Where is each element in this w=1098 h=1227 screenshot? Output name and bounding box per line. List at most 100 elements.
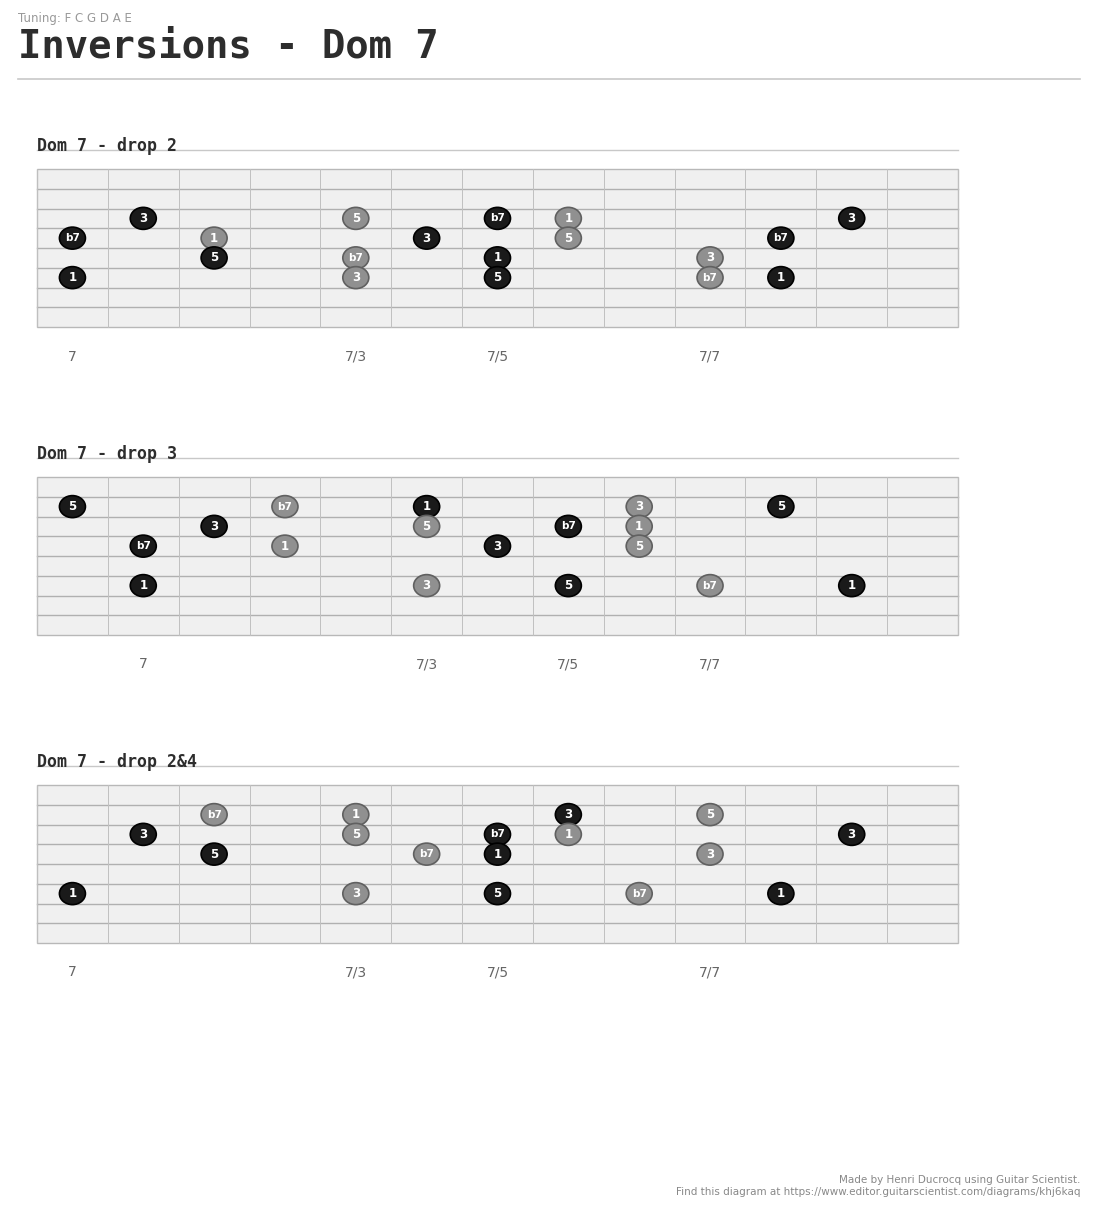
Text: 5: 5 [351, 212, 360, 225]
Text: 5: 5 [564, 232, 572, 244]
Text: 1: 1 [423, 501, 430, 513]
Text: 1: 1 [139, 579, 147, 593]
Text: 5: 5 [493, 887, 502, 901]
Text: 3: 3 [706, 252, 714, 264]
Text: b7: b7 [561, 521, 575, 531]
Text: Tuning: F C G D A E: Tuning: F C G D A E [18, 12, 132, 25]
Text: b7: b7 [490, 829, 505, 839]
Text: 3: 3 [635, 501, 643, 513]
Text: 1: 1 [564, 828, 572, 840]
Text: 7/3: 7/3 [345, 964, 367, 979]
Text: b7: b7 [490, 213, 505, 223]
Text: b7: b7 [206, 810, 222, 820]
Ellipse shape [556, 804, 581, 826]
Text: 7/5: 7/5 [486, 350, 508, 364]
Text: 7: 7 [68, 964, 77, 979]
Bar [37, 785, 957, 944]
Text: 5: 5 [564, 579, 572, 593]
Text: 7/7: 7/7 [699, 656, 721, 671]
Text: b7: b7 [703, 272, 717, 282]
Text: 5: 5 [210, 848, 219, 860]
Text: 1: 1 [493, 252, 502, 264]
Text: 1: 1 [351, 809, 360, 821]
Ellipse shape [484, 535, 511, 557]
Ellipse shape [272, 496, 298, 518]
Text: 7: 7 [138, 656, 147, 671]
Ellipse shape [414, 227, 439, 249]
Text: 5: 5 [635, 540, 643, 552]
Text: Find this diagram at https://www.editor.guitarscientist.com/diagrams/khj6kaq: Find this diagram at https://www.editor.… [675, 1187, 1080, 1198]
Ellipse shape [59, 496, 86, 518]
Ellipse shape [343, 823, 369, 845]
Ellipse shape [556, 823, 581, 845]
Text: b7: b7 [773, 233, 788, 243]
Text: 7/3: 7/3 [345, 350, 367, 364]
Text: b7: b7 [136, 541, 150, 551]
Ellipse shape [131, 207, 156, 229]
Text: 3: 3 [351, 887, 360, 901]
Ellipse shape [414, 574, 439, 596]
Ellipse shape [201, 247, 227, 269]
Text: 7/5: 7/5 [486, 964, 508, 979]
Ellipse shape [839, 574, 865, 596]
Text: 3: 3 [493, 540, 502, 552]
Text: 7/5: 7/5 [558, 656, 580, 671]
Ellipse shape [839, 823, 865, 845]
Text: b7: b7 [278, 502, 292, 512]
Ellipse shape [556, 574, 581, 596]
Text: b7: b7 [419, 849, 434, 859]
Ellipse shape [768, 496, 794, 518]
Text: 5: 5 [706, 809, 714, 821]
Ellipse shape [556, 227, 581, 249]
Text: 7/7: 7/7 [699, 964, 721, 979]
Text: 1: 1 [848, 579, 855, 593]
Ellipse shape [768, 882, 794, 904]
Ellipse shape [626, 496, 652, 518]
Text: 3: 3 [423, 232, 430, 244]
Ellipse shape [839, 207, 865, 229]
Ellipse shape [697, 247, 724, 269]
Text: 5: 5 [423, 520, 430, 533]
Text: Dom 7 - drop 2: Dom 7 - drop 2 [37, 137, 177, 155]
Ellipse shape [414, 843, 439, 865]
Text: b7: b7 [703, 580, 717, 590]
Ellipse shape [131, 535, 156, 557]
Ellipse shape [556, 207, 581, 229]
Text: 7/7: 7/7 [699, 350, 721, 364]
Text: 1: 1 [776, 887, 785, 901]
Text: 5: 5 [68, 501, 77, 513]
Ellipse shape [343, 804, 369, 826]
Ellipse shape [201, 515, 227, 537]
Bar [37, 169, 957, 328]
Ellipse shape [484, 823, 511, 845]
Text: 3: 3 [706, 848, 714, 860]
Ellipse shape [201, 227, 227, 249]
Text: b7: b7 [348, 253, 363, 263]
Ellipse shape [697, 574, 724, 596]
Text: 3: 3 [564, 809, 572, 821]
Ellipse shape [626, 535, 652, 557]
Ellipse shape [131, 823, 156, 845]
Ellipse shape [626, 515, 652, 537]
Ellipse shape [697, 804, 724, 826]
Ellipse shape [414, 496, 439, 518]
Text: 3: 3 [848, 828, 855, 840]
Text: 5: 5 [493, 271, 502, 285]
Ellipse shape [414, 515, 439, 537]
Text: 7: 7 [68, 350, 77, 364]
Ellipse shape [201, 804, 227, 826]
Text: 3: 3 [848, 212, 855, 225]
Ellipse shape [59, 882, 86, 904]
Text: 1: 1 [68, 271, 77, 285]
Text: Inversions - Dom 7: Inversions - Dom 7 [18, 27, 439, 65]
Text: 5: 5 [776, 501, 785, 513]
Ellipse shape [484, 247, 511, 269]
Text: 3: 3 [351, 271, 360, 285]
Ellipse shape [626, 882, 652, 904]
Text: 5: 5 [351, 828, 360, 840]
Bar [37, 477, 957, 636]
Text: 7/3: 7/3 [415, 656, 438, 671]
Text: 1: 1 [281, 540, 289, 552]
Text: Made by Henri Ducrocq using Guitar Scientist.: Made by Henri Ducrocq using Guitar Scien… [839, 1175, 1080, 1185]
Text: 3: 3 [139, 828, 147, 840]
